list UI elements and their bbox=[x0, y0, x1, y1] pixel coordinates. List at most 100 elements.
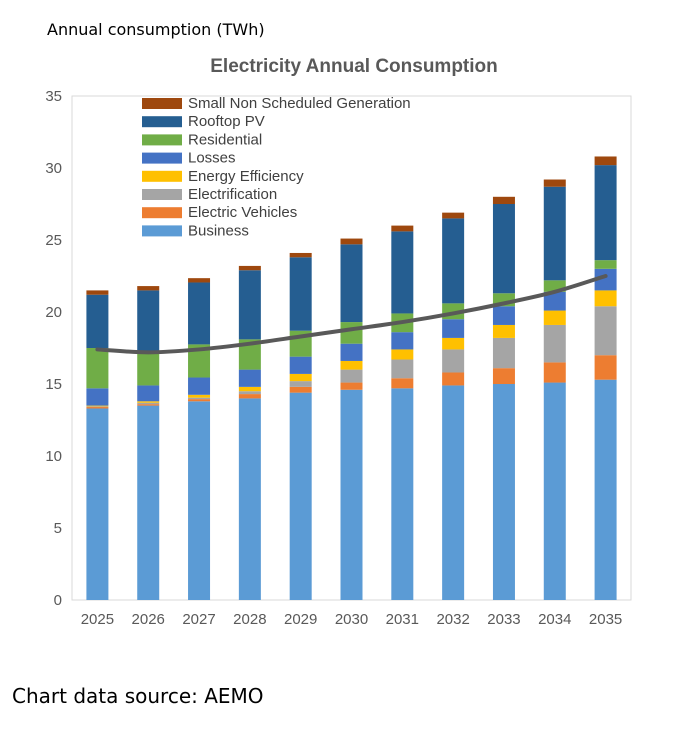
bar-segment-electrification bbox=[289, 381, 312, 387]
y-tick-label: 5 bbox=[54, 520, 62, 537]
bar-segment-business bbox=[543, 382, 566, 600]
bar-segment-rooftop-pv bbox=[442, 218, 465, 304]
legend-label: Small Non Scheduled Generation bbox=[188, 95, 411, 112]
trend-line-group bbox=[95, 274, 608, 355]
bar-segment-electric-vehicles bbox=[543, 362, 566, 383]
bar-segment-electrification bbox=[137, 402, 160, 405]
bar-segment-business bbox=[137, 405, 160, 600]
bar-segment-rooftop-pv bbox=[188, 282, 211, 345]
bar-segment-rooftop-pv bbox=[340, 244, 363, 323]
x-tick-label: 2033 bbox=[487, 611, 520, 628]
bar-segment-electric-vehicles bbox=[238, 394, 261, 399]
bar-segment-energy-efficiency bbox=[391, 349, 414, 360]
bar-segment-business bbox=[391, 388, 414, 600]
bar-segment-electrification bbox=[86, 406, 109, 408]
bar-segment-business bbox=[340, 389, 363, 600]
legend-label: Business bbox=[188, 222, 249, 239]
bar-segment-rooftop-pv bbox=[238, 270, 261, 340]
bar-segment-small-non-scheduled-generation bbox=[86, 290, 109, 295]
bar-segment-residential bbox=[86, 348, 109, 389]
bar-segment-electric-vehicles bbox=[86, 407, 109, 409]
bar-segment-small-non-scheduled-generation bbox=[238, 265, 261, 271]
bar-segment-electrification bbox=[492, 337, 515, 369]
bar-segment-small-non-scheduled-generation bbox=[289, 252, 312, 258]
legend-swatch bbox=[142, 152, 182, 164]
bar-segment-small-non-scheduled-generation bbox=[492, 196, 515, 204]
bar-segment-energy-efficiency bbox=[340, 360, 363, 370]
x-tick-label: 2027 bbox=[182, 611, 215, 628]
bar-segment-residential bbox=[594, 260, 617, 269]
bar-segment-small-non-scheduled-generation bbox=[594, 156, 617, 166]
bar-segment-rooftop-pv bbox=[289, 257, 312, 331]
legend-label: Residential bbox=[188, 131, 262, 148]
bar-segment-electrification bbox=[340, 369, 363, 383]
bar-segment-rooftop-pv bbox=[594, 165, 617, 261]
bar-segment-electric-vehicles bbox=[594, 355, 617, 380]
y-tick-label: 10 bbox=[45, 448, 62, 465]
bar-segment-small-non-scheduled-generation bbox=[543, 179, 566, 187]
bar-segment-residential bbox=[340, 322, 363, 344]
x-tick-label: 2034 bbox=[538, 611, 571, 628]
chart-title: Electricity Annual Consumption bbox=[210, 56, 498, 77]
legend-swatch bbox=[142, 98, 182, 109]
legend-swatch bbox=[142, 170, 182, 182]
bar-segment-electric-vehicles bbox=[492, 368, 515, 384]
bar-segment-rooftop-pv bbox=[543, 186, 566, 281]
bar-segment-electric-vehicles bbox=[442, 372, 465, 386]
legend-swatch bbox=[142, 189, 182, 200]
legend-swatch bbox=[142, 207, 182, 219]
legend-swatch bbox=[142, 116, 182, 128]
bars-group bbox=[86, 156, 617, 600]
bar-segment-residential bbox=[543, 280, 566, 292]
bar-segment-business bbox=[289, 392, 312, 600]
bar-segment-electrification bbox=[391, 359, 414, 379]
bar-segment-business bbox=[238, 398, 261, 600]
bar-segment-rooftop-pv bbox=[492, 204, 515, 294]
bar-segment-electric-vehicles bbox=[289, 386, 312, 393]
bar-segment-small-non-scheduled-generation bbox=[137, 286, 160, 291]
bar-segment-electrification bbox=[188, 397, 211, 400]
y-axis: 0 5 10 15 20 25 30 35 bbox=[45, 88, 62, 609]
bar-segment-business bbox=[86, 408, 109, 600]
bar-segment-energy-efficiency bbox=[594, 290, 617, 307]
bar-segment-residential bbox=[238, 339, 261, 370]
y-tick-label: 15 bbox=[45, 376, 62, 393]
bar-segment-losses bbox=[492, 306, 515, 325]
x-tick-label: 2030 bbox=[335, 611, 368, 628]
bar-segment-losses bbox=[543, 291, 566, 311]
bar-segment-electric-vehicles bbox=[391, 378, 414, 389]
bar-segment-energy-efficiency bbox=[188, 394, 211, 398]
legend-label: Losses bbox=[188, 150, 236, 167]
bar-segment-electrification bbox=[238, 391, 261, 395]
bar-segment-energy-efficiency bbox=[238, 386, 261, 392]
x-tick-label: 2029 bbox=[284, 611, 317, 628]
bar-segment-electric-vehicles bbox=[137, 404, 160, 406]
source-caption: Chart data source: AEMO bbox=[12, 684, 264, 708]
bar-segment-residential bbox=[137, 350, 160, 386]
bar-segment-losses bbox=[137, 385, 160, 402]
bar-segment-energy-efficiency bbox=[543, 310, 566, 325]
bar-segment-rooftop-pv bbox=[137, 290, 160, 351]
legend-label: Electric Vehicles bbox=[188, 204, 297, 221]
bar-segment-rooftop-pv bbox=[86, 294, 109, 348]
trend-line bbox=[95, 274, 608, 355]
y-tick-label: 30 bbox=[45, 160, 62, 177]
bar-segment-losses bbox=[442, 319, 465, 338]
y-tick-label: 0 bbox=[54, 592, 62, 609]
bar-segment-losses bbox=[340, 343, 363, 361]
x-tick-label: 2028 bbox=[233, 611, 266, 628]
bar-segment-losses bbox=[289, 356, 312, 374]
bar-segment-losses bbox=[391, 332, 414, 350]
bar-segment-business bbox=[442, 385, 465, 600]
bar-segment-losses bbox=[238, 369, 261, 387]
bar-segment-small-non-scheduled-generation bbox=[188, 278, 211, 283]
legend-swatch bbox=[142, 134, 182, 146]
bar-segment-electric-vehicles bbox=[188, 399, 211, 402]
bar-segment-energy-efficiency bbox=[492, 324, 515, 338]
legend-label: Electrification bbox=[188, 186, 277, 203]
bar-segment-energy-efficiency bbox=[442, 337, 465, 350]
x-axis: 2025 2026 2027 2028 2029 2030 2031 2032 2033 2034… bbox=[81, 611, 623, 628]
legend-swatch bbox=[142, 225, 182, 237]
bar-segment-losses bbox=[594, 268, 617, 291]
